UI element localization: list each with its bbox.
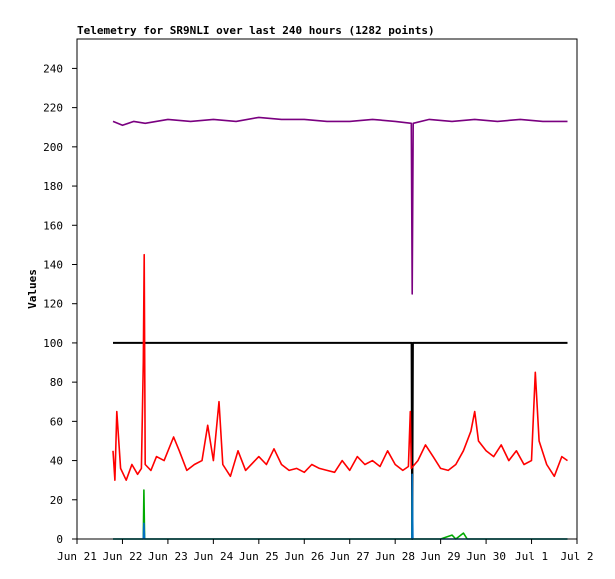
x-tick-label: Jun 22 <box>103 550 143 563</box>
x-tick-label: Jun 30 <box>466 550 506 563</box>
y-tick-label: 160 <box>43 219 63 232</box>
x-tick-label: Jun 25 <box>239 550 279 563</box>
x-tick-label: Jun 21 <box>57 550 97 563</box>
x-tick-label: Jun 23 <box>148 550 188 563</box>
series-line-3 <box>112 253 568 481</box>
chart-title: Telemetry for SR9NLI over last 240 hours… <box>77 24 435 37</box>
x-tick-label: Jun 29 <box>421 550 461 563</box>
y-tick-label: 40 <box>50 455 63 468</box>
series-line-2 <box>113 341 568 540</box>
y-axis-label: Values <box>26 269 39 309</box>
y-tick-label: 20 <box>50 494 63 507</box>
y-tick-label: 140 <box>43 258 63 271</box>
series-line-4 <box>113 489 568 540</box>
y-tick-label: 120 <box>43 298 63 311</box>
x-tick-label: Jun 26 <box>284 550 324 563</box>
x-tick-label: Jun 28 <box>375 550 415 563</box>
series-line-1 <box>112 116 568 295</box>
x-tick-label: Jun 27 <box>330 550 370 563</box>
series-line-5 <box>113 473 568 540</box>
y-tick-label: 60 <box>50 415 63 428</box>
y-tick-label: 200 <box>43 141 63 154</box>
y-tick-label: 0 <box>56 533 63 546</box>
y-tick-label: 100 <box>43 337 63 350</box>
plot-frame <box>76 38 578 540</box>
y-tick-label: 80 <box>50 376 63 389</box>
y-tick-label: 220 <box>43 102 63 115</box>
x-tick-label: Jun 24 <box>193 550 233 563</box>
x-tick-label: Jul 2 <box>560 550 593 563</box>
x-tick-label: Jul 1 <box>515 550 548 563</box>
y-tick-label: 240 <box>43 62 63 75</box>
y-tick-label: 180 <box>43 180 63 193</box>
